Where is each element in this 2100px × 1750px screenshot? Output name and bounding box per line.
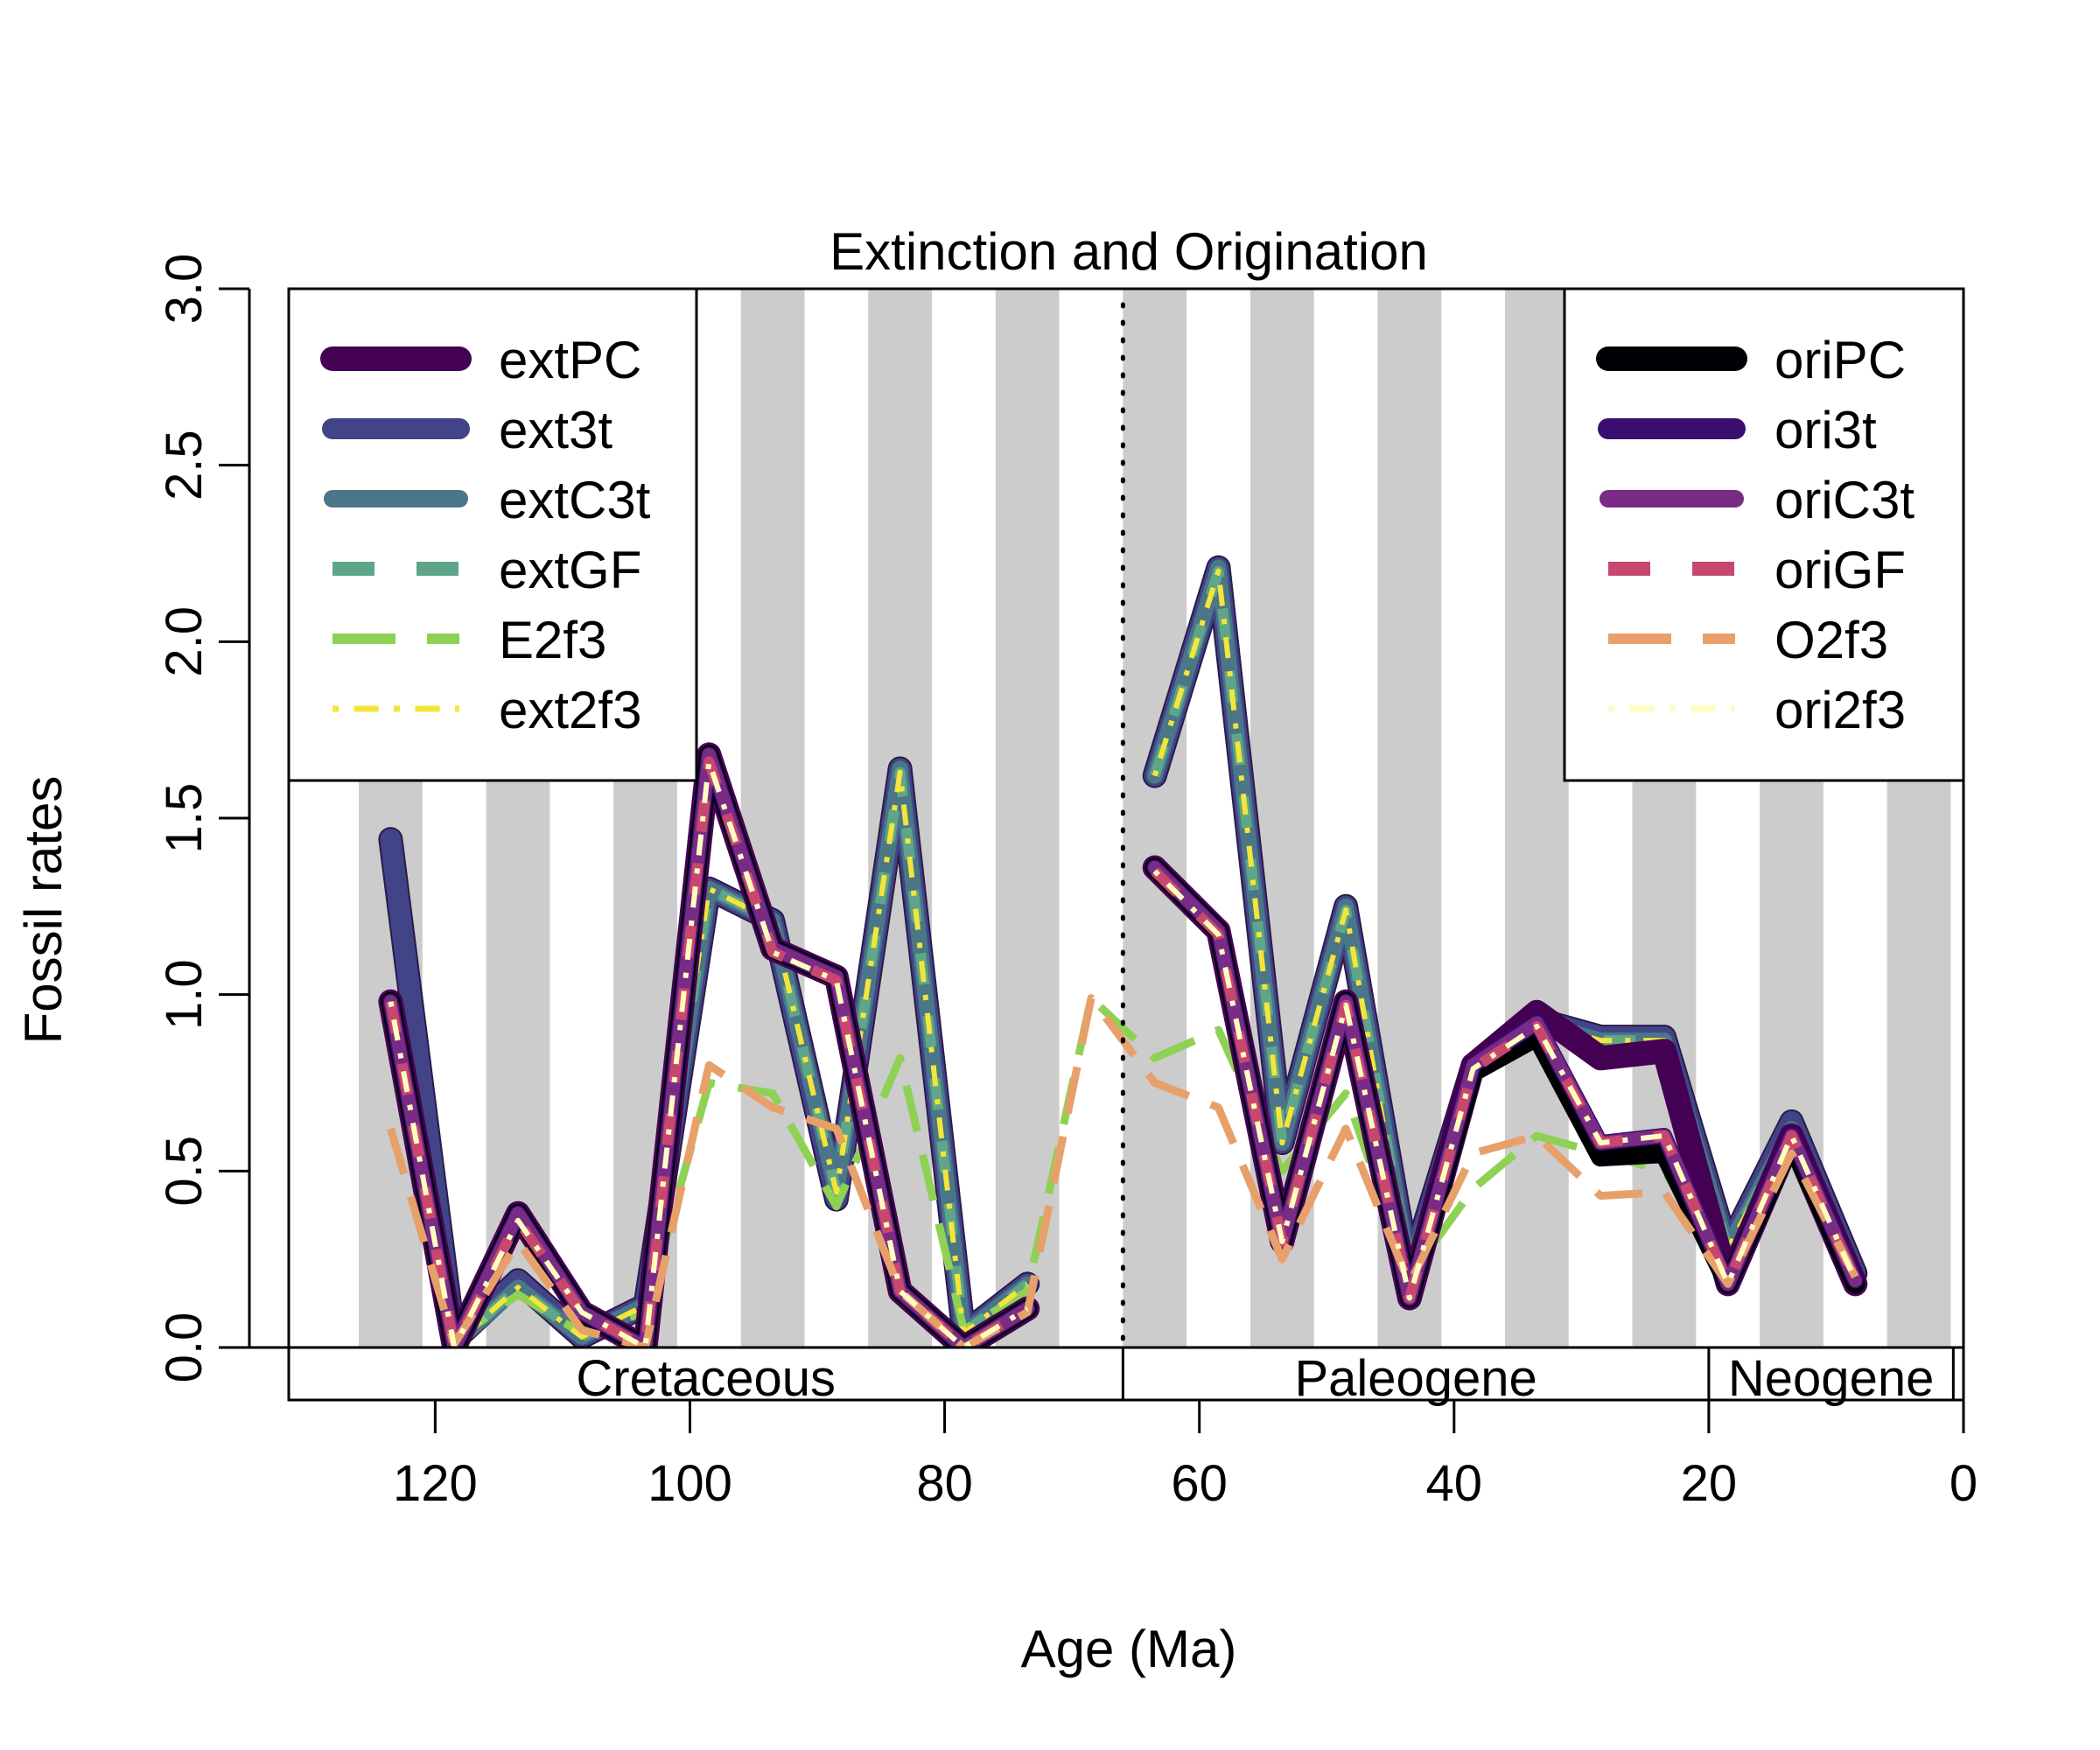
series-ori2f3-line-0 bbox=[388, 759, 1029, 1350]
legend-ext-label-ext2f3: ext2f3 bbox=[499, 681, 641, 739]
period-label-neogene: Neogene bbox=[1728, 1350, 1934, 1407]
plot-frame bbox=[287, 287, 1965, 1349]
legend-ext-label-E2f3: E2f3 bbox=[499, 611, 606, 669]
y-axis-label: Fossil rates bbox=[14, 776, 73, 1045]
legend-ext-label-extPC: extPC bbox=[499, 331, 641, 389]
x-tick-label-6: 0 bbox=[1950, 1455, 1978, 1512]
legend-ext-label-ext3t: ext3t bbox=[499, 401, 612, 459]
y-tick-label-1: 0.5 bbox=[156, 1136, 213, 1207]
x-tick-label-1: 100 bbox=[648, 1455, 732, 1512]
period-bar-frame bbox=[287, 1346, 1965, 1402]
time-band-5 bbox=[995, 289, 1060, 1348]
series-ori2f3-line-1 bbox=[1152, 869, 1858, 1301]
y-tick-label-3: 1.5 bbox=[156, 783, 213, 854]
y-tick-label-2: 1.0 bbox=[156, 959, 213, 1030]
series-ori2f3 bbox=[388, 759, 1858, 1350]
x-axis: 120 100 80 60 40 20 0 bbox=[393, 1398, 1978, 1512]
legend-ori-label-oriGF: oriGF bbox=[1774, 541, 1906, 599]
time-band-3 bbox=[740, 289, 805, 1348]
legend-ori-label-O2f3: O2f3 bbox=[1774, 611, 1888, 669]
legend-ori-label-oriC3t: oriC3t bbox=[1774, 471, 1914, 529]
y-tick-label-4: 2.0 bbox=[156, 606, 213, 677]
legend-ext-label-extC3t: extC3t bbox=[499, 471, 651, 529]
x-tick-label-2: 80 bbox=[916, 1455, 973, 1512]
x-tick-label-5: 20 bbox=[1681, 1455, 1738, 1512]
legend-ori-label-ori3t: ori3t bbox=[1774, 401, 1877, 459]
y-tick-label-6: 3.0 bbox=[156, 254, 213, 325]
series-layer bbox=[378, 555, 1868, 1360]
x-axis-label: Age (Ma) bbox=[1021, 1620, 1237, 1678]
period-bar: Cretaceous Paleogene Neogene bbox=[287, 1346, 1965, 1407]
time-band-6 bbox=[1123, 289, 1187, 1348]
legend-ext-label-extGF: extGF bbox=[499, 541, 641, 599]
period-label-paleogene: Paleogene bbox=[1294, 1350, 1536, 1407]
legend-extinction: extPC ext3t extC3t extGF E2f3 ext2f3 bbox=[287, 287, 698, 782]
y-tick-label-5: 2.5 bbox=[156, 430, 213, 500]
x-tick-label-0: 120 bbox=[393, 1455, 478, 1512]
series-ext2f3-line-0 bbox=[388, 769, 1030, 1347]
period-label-cretaceous: Cretaceous bbox=[576, 1350, 836, 1407]
time-band-9 bbox=[1505, 289, 1569, 1348]
y-axis: 0.0 0.5 1.0 1.5 2.0 2.5 3.0 bbox=[156, 254, 289, 1383]
legend-ori-label-oriPC: oriPC bbox=[1774, 331, 1906, 389]
x-tick-label-4: 40 bbox=[1426, 1455, 1483, 1512]
chart-title: Extinction and Origination bbox=[830, 222, 1428, 281]
y-tick-label-0: 0.0 bbox=[156, 1312, 213, 1383]
x-tick-label-3: 60 bbox=[1171, 1455, 1228, 1512]
legend-ori-label-ori2f3: ori2f3 bbox=[1774, 681, 1906, 739]
legend-origination: oriPC ori3t oriC3t oriGF O2f3 ori2f3 bbox=[1563, 287, 1965, 782]
